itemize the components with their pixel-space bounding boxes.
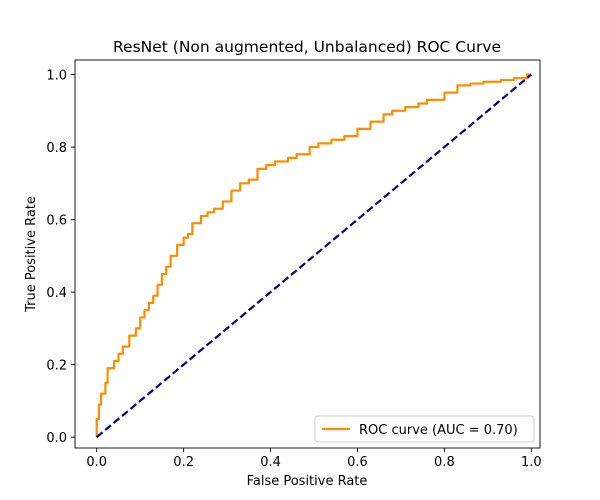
legend-label-roc-curve: ROC curve (AUC = 0.70) — [359, 423, 518, 438]
y-axis: 0.0 0.2 0.4 0.6 0.8 1.0 — [46, 69, 75, 446]
x-axis: 0.0 0.2 0.4 0.6 0.8 1.0 — [86, 448, 542, 470]
x-tick-label: 0.0 — [86, 455, 107, 470]
y-axis-title: True Positive Rate — [24, 196, 39, 313]
x-tick-label: 0.8 — [434, 455, 455, 470]
plot-area — [74, 59, 541, 449]
legend: ROC curve (AUC = 0.70) — [314, 415, 535, 443]
y-tick-label: 0.6 — [46, 214, 67, 229]
x-tick-label: 0.4 — [260, 455, 281, 470]
chance-diagonal-line — [96, 73, 533, 438]
plot-frame — [74, 59, 541, 449]
y-tick-label: 1.0 — [46, 69, 67, 84]
x-axis-title: False Positive Rate — [247, 474, 368, 489]
y-tick-label: 0.4 — [46, 286, 67, 301]
y-tick-label: 0.2 — [46, 359, 67, 374]
legend-box — [314, 415, 535, 443]
y-tick-label: 0.8 — [46, 141, 67, 156]
roc-curve-line — [95, 73, 532, 438]
chart-title: ResNet (Non augmented, Unbalanced) ROC C… — [113, 38, 501, 56]
x-tick-label: 1.0 — [521, 455, 542, 470]
x-tick-label: 0.6 — [347, 455, 368, 470]
x-tick-label: 0.2 — [173, 455, 194, 470]
y-tick-label: 0.0 — [46, 431, 67, 446]
